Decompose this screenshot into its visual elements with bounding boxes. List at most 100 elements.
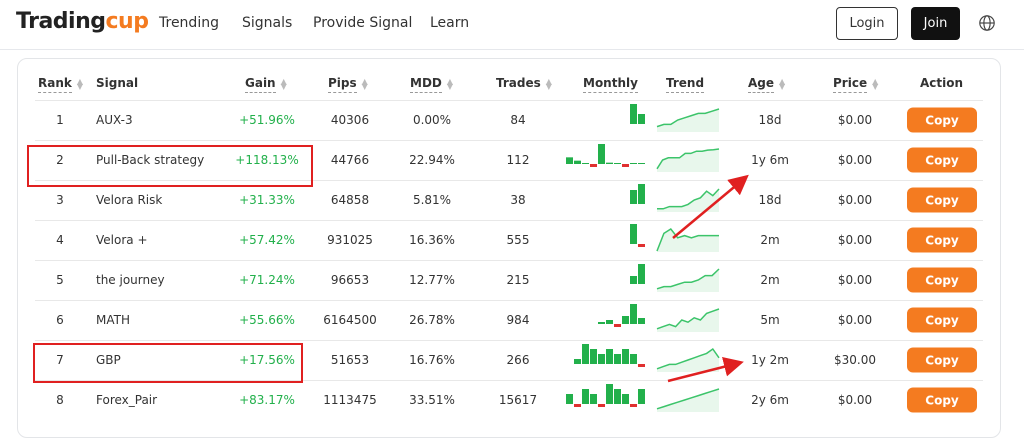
- column-label: Trades: [496, 76, 541, 90]
- copy-button[interactable]: Copy: [907, 147, 977, 173]
- column-header-trades[interactable]: Trades ▲ ▼: [496, 76, 552, 90]
- cell-age: 2y 6m: [751, 393, 789, 407]
- cell-pips: 51653: [330, 353, 370, 367]
- nav-trending[interactable]: Trending: [159, 15, 219, 31]
- column-header-pips[interactable]: Pips ▲ ▼: [328, 76, 368, 93]
- sort-icon[interactable]: ▲ ▼: [545, 76, 552, 91]
- monthly-chart: [630, 104, 645, 124]
- sort-icon[interactable]: ▲ ▼: [280, 76, 287, 91]
- join-button[interactable]: Join: [911, 7, 960, 40]
- monthly-bar: [574, 160, 581, 164]
- sort-icon[interactable]: ▲ ▼: [779, 76, 786, 91]
- column-header-age[interactable]: Age ▲ ▼: [748, 76, 786, 93]
- trend-chart: [657, 188, 720, 212]
- cell-rank: 6: [56, 313, 64, 327]
- cell-signal[interactable]: the journey: [96, 273, 165, 287]
- cell-mdd: 22.94%: [409, 153, 455, 167]
- cell-gain: +31.33%: [239, 193, 295, 207]
- sort-icon[interactable]: ▲ ▼: [76, 76, 84, 91]
- cell-rank: 1: [56, 113, 64, 127]
- login-button[interactable]: Login: [836, 7, 898, 40]
- copy-button[interactable]: Copy: [907, 387, 977, 413]
- trend-chart: [656, 228, 719, 252]
- cell-pips: 6164500: [323, 313, 377, 327]
- highlight-box: [33, 343, 303, 383]
- copy-button[interactable]: Copy: [907, 307, 977, 333]
- column-header-rank[interactable]: Rank ▲ ▼: [38, 76, 84, 93]
- copy-button[interactable]: Copy: [907, 107, 977, 133]
- arrow-icon: [667, 356, 744, 383]
- cell-pips: 931025: [327, 233, 373, 247]
- logo[interactable]: Tradingcup: [16, 9, 149, 34]
- cell-price: $0.00: [837, 153, 873, 167]
- globe-icon[interactable]: [978, 14, 996, 32]
- column-header-mdd[interactable]: MDD ▲ ▼: [410, 76, 454, 93]
- monthly-bar: [630, 224, 637, 244]
- trend-chart: [656, 108, 720, 132]
- monthly-bar: [590, 394, 597, 404]
- monthly-bar: [638, 244, 645, 247]
- logo-accent: cup: [105, 9, 149, 34]
- sort-icon[interactable]: ▲ ▼: [446, 76, 454, 91]
- cell-age: 18d: [758, 193, 782, 207]
- cell-signal[interactable]: Velora Risk: [96, 193, 163, 207]
- monthly-bar: [614, 389, 621, 404]
- trend-line: [656, 148, 720, 170]
- cell-gain: +55.66%: [239, 313, 295, 327]
- cell-price: $30.00: [834, 353, 876, 367]
- nav-learn[interactable]: Learn: [430, 15, 470, 31]
- trend-line: [656, 308, 720, 330]
- nav-signals[interactable]: Signals: [242, 15, 293, 31]
- annotation-arrows: [667, 174, 749, 383]
- cell-signal[interactable]: AUX-3: [96, 113, 133, 127]
- trend-area: [657, 109, 719, 132]
- monthly-bar: [598, 354, 605, 364]
- monthly-bar: [638, 184, 645, 204]
- cell-gain: +71.24%: [239, 273, 295, 287]
- column-header-gain[interactable]: Gain ▲ ▼: [245, 76, 287, 93]
- cell-trades: 555: [506, 233, 530, 247]
- cell-price: $0.00: [837, 393, 873, 407]
- cell-signal[interactable]: Pull-Back strategy: [96, 153, 205, 167]
- column-label: Pips: [328, 76, 357, 93]
- cell-signal[interactable]: MATH: [96, 313, 130, 327]
- cell-price: $0.00: [837, 113, 873, 127]
- cell-pips: 64858: [330, 193, 370, 207]
- cell-rank: 2: [56, 153, 64, 167]
- monthly-bar: [630, 354, 637, 364]
- cell-signal[interactable]: GBP: [96, 353, 121, 367]
- cell-age: 2m: [760, 273, 780, 287]
- nav-provide-signal[interactable]: Provide Signal: [313, 15, 413, 31]
- arrow-icon: [672, 174, 749, 239]
- monthly-bar: [638, 114, 645, 124]
- trend-area: [657, 389, 719, 412]
- cell-price: $0.00: [837, 193, 873, 207]
- copy-button[interactable]: Copy: [907, 267, 977, 293]
- sort-icon[interactable]: ▲ ▼: [872, 76, 879, 91]
- column-header-action: Action: [920, 76, 963, 90]
- row-divider: [35, 220, 983, 221]
- cell-rank: 7: [56, 353, 64, 367]
- column-label: MDD: [410, 76, 442, 93]
- logo-text: Trading: [16, 9, 106, 34]
- monthly-bar: [638, 163, 645, 164]
- monthly-chart: [630, 184, 645, 204]
- cell-trades: 15617: [498, 393, 538, 407]
- sort-icon[interactable]: ▲ ▼: [361, 76, 368, 91]
- cell-price: $0.00: [837, 273, 873, 287]
- copy-button[interactable]: Copy: [907, 347, 977, 373]
- cell-signal[interactable]: Forex_Pair: [96, 393, 158, 407]
- monthly-bar: [630, 276, 637, 284]
- cell-price: $0.00: [837, 313, 873, 327]
- monthly-bar: [614, 354, 621, 364]
- row-divider: [35, 380, 983, 381]
- monthly-bar: [582, 344, 589, 364]
- monthly-bar: [630, 190, 637, 204]
- trend-area: [657, 229, 719, 252]
- copy-button[interactable]: Copy: [907, 227, 977, 253]
- monthly-bar: [630, 163, 637, 164]
- column-header-trend: Trend: [666, 76, 705, 93]
- cell-signal[interactable]: Velora +: [96, 233, 148, 247]
- column-header-price[interactable]: Price ▲ ▼: [833, 76, 879, 93]
- copy-button[interactable]: Copy: [907, 187, 977, 213]
